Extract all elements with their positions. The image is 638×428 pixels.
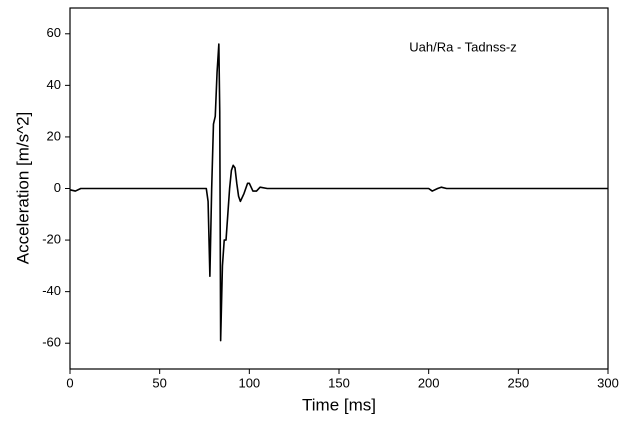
y-tick-label: 20	[47, 128, 61, 143]
x-tick-label: 150	[328, 375, 350, 390]
y-axis-label: Acceleration [m/s^2]	[13, 112, 32, 265]
x-tick-label: 300	[597, 375, 619, 390]
x-tick-label: 100	[238, 375, 260, 390]
y-tick-label: 60	[47, 25, 61, 40]
x-tick-label: 50	[152, 375, 166, 390]
data-line	[69, 43, 608, 342]
x-axis-label: Time [ms]	[302, 395, 376, 414]
y-tick-label: 40	[47, 77, 61, 92]
x-tick-label: 200	[418, 375, 440, 390]
annotation: Uah/Ra - Tadnss-z	[409, 39, 516, 54]
y-tick-label: 0	[54, 180, 61, 195]
x-tick-label: 0	[66, 375, 73, 390]
y-tick-label: -40	[42, 283, 61, 298]
y-tick-label: -60	[42, 335, 61, 350]
x-tick-label: 250	[507, 375, 529, 390]
y-tick-label: -20	[42, 232, 61, 247]
